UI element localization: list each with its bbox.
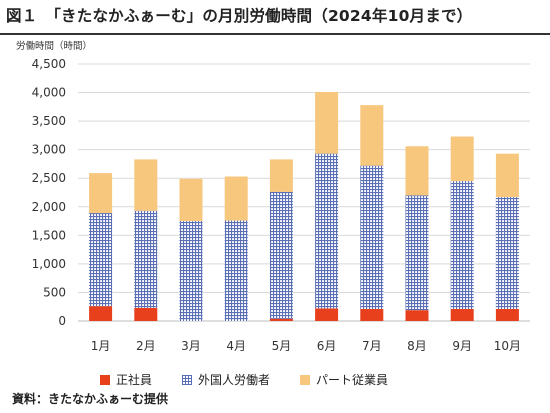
bar-segment-part-time-staff [269, 159, 293, 192]
legend-item-part-time-staff: パート従業員 [300, 371, 388, 388]
bar-segment-part-time-staff [450, 136, 474, 182]
legend-label-regular-employees: 正社員 [116, 373, 153, 387]
y-tick-label: 2,500 [32, 171, 66, 185]
bar-segment-part-time-staff [315, 91, 339, 154]
y-tick-label: 3,000 [32, 143, 66, 157]
bar-segment-foreign-workers [495, 197, 519, 310]
bar-segment-foreign-workers [269, 191, 293, 319]
bar-segment-regular-employees [450, 309, 474, 321]
y-tick-label: 4,500 [32, 57, 66, 71]
bar-segment-part-time-staff [405, 146, 429, 196]
legend-swatch-regular-employees [100, 374, 110, 385]
chart-title: 図１ 「きたなかふぁーむ」の月別労働時間（2024年10月まで） [6, 7, 473, 25]
bar-segment-regular-employees [405, 310, 429, 321]
y-tick-label: 1,500 [32, 228, 66, 242]
x-tick-label: 2月 [136, 339, 156, 353]
y-axis-unit-label: 労働時間（時間） [16, 41, 93, 52]
title-divider [0, 33, 550, 35]
y-tick-label: 1,000 [32, 257, 66, 271]
bar-segment-part-time-staff [360, 105, 384, 166]
bar-segment-foreign-workers [179, 221, 203, 321]
bar-segment-part-time-staff [224, 176, 248, 221]
legend-item-foreign-workers: 外国人労働者 [182, 371, 270, 388]
x-tick-label: 7月 [362, 339, 382, 353]
x-tick-label: 6月 [317, 339, 337, 353]
bar-segment-foreign-workers [450, 181, 474, 310]
x-tick-label: 9月 [452, 339, 472, 353]
bar-segment-part-time-staff [495, 153, 519, 198]
bar-segment-regular-employees [315, 308, 339, 321]
bar-segment-foreign-workers [405, 195, 429, 311]
legend-item-regular-employees: 正社員 [100, 371, 152, 388]
legend-label-foreign-workers: 外国人労働者 [198, 373, 271, 387]
bar-segment-regular-employees [269, 318, 293, 321]
legend-label-part-time-staff: パート従業員 [316, 373, 389, 387]
bar-segment-regular-employees [134, 307, 158, 321]
x-tick-label: 10月 [494, 339, 521, 353]
bar-segment-foreign-workers [224, 220, 248, 321]
y-tick-label: 3,500 [32, 114, 66, 128]
y-tick-label: 0 [58, 314, 66, 328]
bar-segment-foreign-workers [89, 213, 113, 307]
bar-segment-part-time-staff [179, 178, 203, 222]
x-tick-label: 5月 [272, 339, 292, 353]
bar-segment-foreign-workers [315, 153, 339, 309]
y-tick-label: 4,000 [32, 86, 66, 100]
y-tick-label: 2,000 [32, 200, 66, 214]
bar-segment-regular-employees [360, 309, 384, 321]
chart-legend: 正社員 外国人労働者 パート従業員 [100, 371, 388, 388]
x-tick-label: 4月 [226, 339, 246, 353]
y-tick-label: 500 [43, 285, 66, 299]
legend-swatch-part-time-staff [300, 374, 311, 385]
x-tick-label: 1月 [91, 339, 111, 353]
legend-swatch-foreign-workers [182, 374, 193, 385]
bar-segment-regular-employees [89, 306, 113, 321]
x-tick-label: 8月 [407, 339, 427, 353]
bar-segment-foreign-workers [134, 210, 158, 308]
bar-segment-foreign-workers [360, 165, 384, 310]
bar-segment-regular-employees [495, 309, 519, 321]
source-note: 資料：きたなかふぁーむ提供 [12, 392, 169, 406]
bar-segment-part-time-staff [134, 159, 158, 211]
bar-segment-part-time-staff [89, 173, 113, 214]
x-tick-label: 3月 [181, 339, 201, 353]
